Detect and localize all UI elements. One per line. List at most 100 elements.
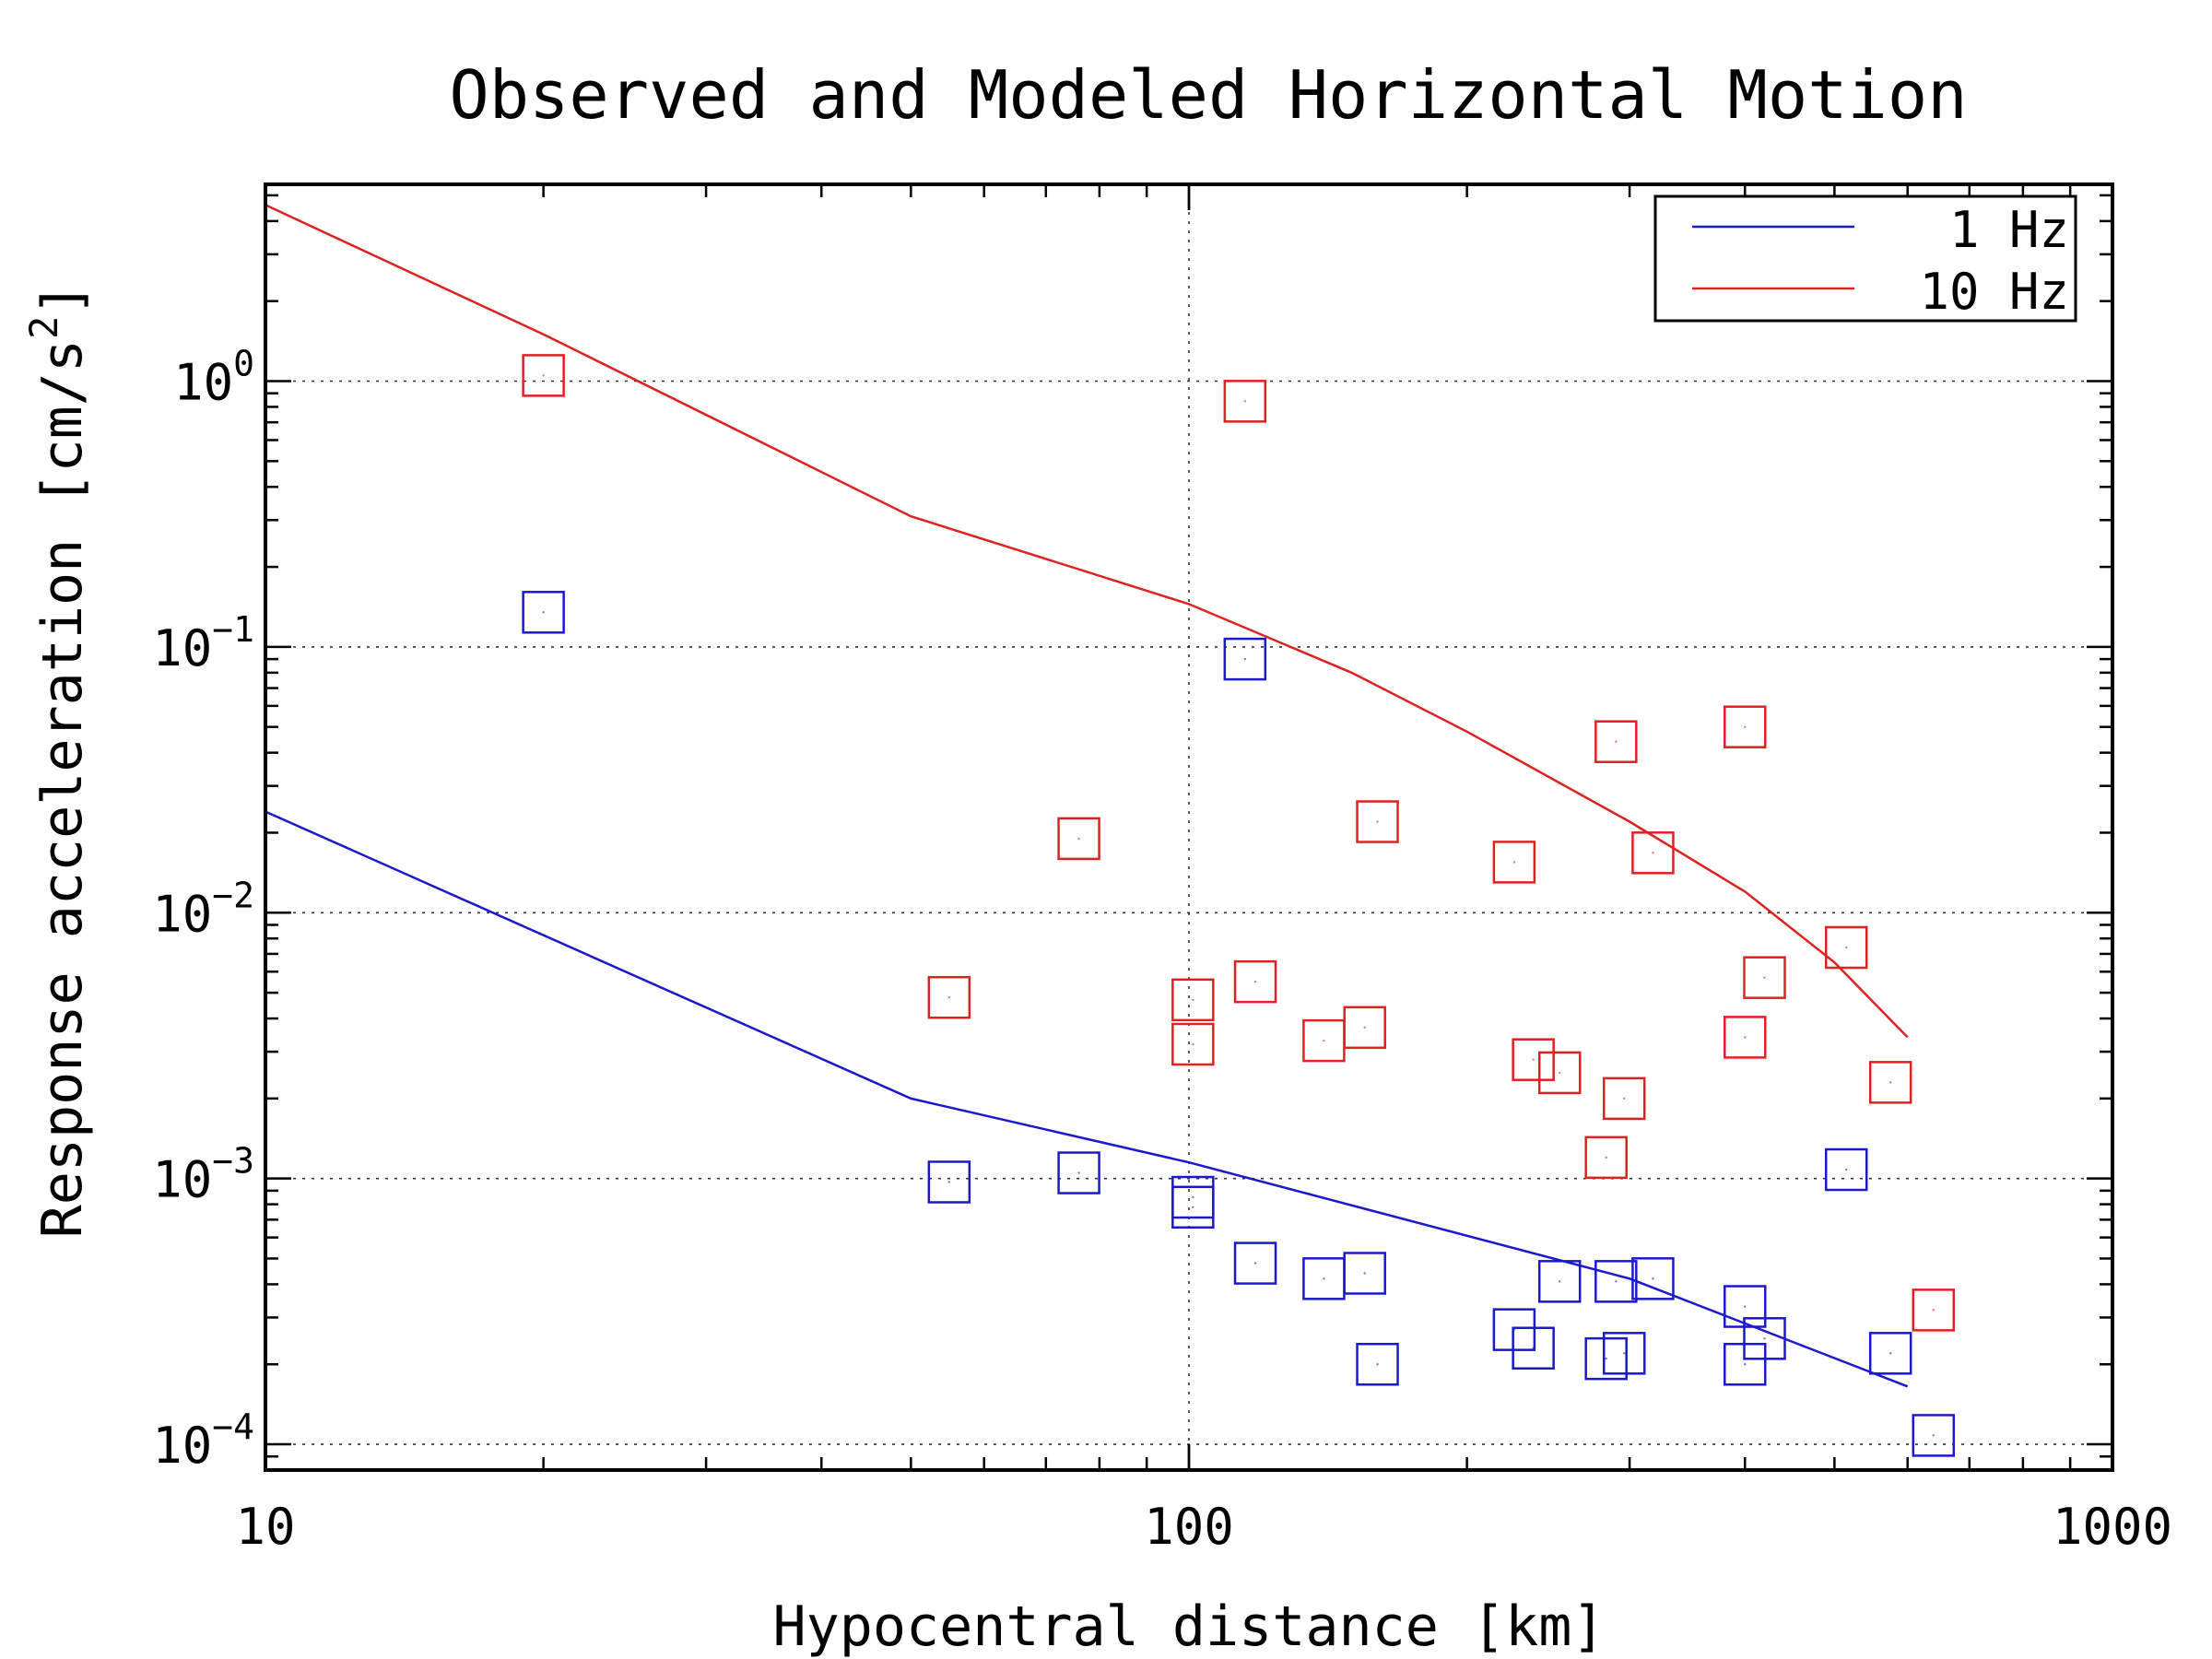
observed-point-10hz <box>1602 1077 1646 1121</box>
y-tick-label: 10−4 <box>152 1406 254 1475</box>
y-tick-base: 10 <box>152 1417 212 1475</box>
observed-point-center-10hz <box>947 996 951 999</box>
observed-point-center-1hz <box>1615 1280 1618 1283</box>
model-line-1hz <box>265 810 1909 1388</box>
observed-point-1hz <box>1868 1332 1912 1375</box>
series-1hz <box>265 591 1956 1457</box>
observed-point-10hz <box>1512 1038 1555 1081</box>
observed-point-1hz <box>1233 1241 1277 1285</box>
observed-point-center-1hz <box>1888 1352 1892 1355</box>
x-tick-label: 1000 <box>2053 1498 2172 1556</box>
observed-point-center-10hz <box>1605 1156 1607 1159</box>
observed-point-1hz <box>1584 1336 1628 1381</box>
observed-point-center-10hz <box>1532 1058 1535 1061</box>
observed-point-10hz <box>1171 1022 1215 1066</box>
observed-point-10hz <box>1057 817 1100 861</box>
y-tick-label: 10−3 <box>152 1141 254 1209</box>
observed-point-1hz <box>1602 1332 1646 1375</box>
observed-point-center-1hz <box>1652 1277 1654 1280</box>
observed-point-center-1hz <box>542 611 545 614</box>
y-tick-exponent: −4 <box>212 1406 254 1447</box>
observed-point-center-10hz <box>1192 998 1194 1002</box>
observed-point-1hz <box>1343 1252 1386 1295</box>
y-tick-label: 10−1 <box>152 609 254 677</box>
y-tick-label: 100 <box>173 344 254 412</box>
observed-point-1hz <box>1631 1257 1675 1300</box>
observed-point-center-1hz <box>947 1181 951 1183</box>
observed-point-center-1hz <box>1363 1272 1366 1275</box>
observed-point-center-10hz <box>1744 1036 1747 1039</box>
observed-point-10hz <box>1343 1006 1386 1050</box>
observed-point-center-1hz <box>1605 1357 1607 1360</box>
y-tick-exponent: −3 <box>212 1141 254 1182</box>
observed-point-1hz <box>1512 1326 1555 1370</box>
observed-point-center-1hz <box>1744 1363 1747 1366</box>
x-axis-label: Hypocentral distance [km] <box>772 1594 1605 1659</box>
observed-point-center-10hz <box>1323 1039 1325 1042</box>
observed-point-1hz <box>1743 1317 1786 1360</box>
observed-point-center-10hz <box>1623 1097 1626 1100</box>
observed-point-center-1hz <box>1559 1280 1561 1283</box>
observed-point-10hz <box>1233 959 1277 1004</box>
x-tick-label: 100 <box>1144 1498 1234 1556</box>
observed-point-1hz <box>1057 1151 1100 1194</box>
y-tick-exponent: −1 <box>212 609 254 650</box>
observed-point-center-1hz <box>1192 1206 1194 1208</box>
observed-point-1hz <box>1824 1147 1868 1192</box>
series-10hz <box>265 204 1956 1332</box>
observed-point-10hz <box>1743 956 1786 999</box>
observed-point-center-10hz <box>1845 946 1848 949</box>
legend: 1 Hz 10 Hz <box>1653 194 2077 323</box>
observed-point-center-1hz <box>1243 657 1247 661</box>
legend-box <box>1653 194 2077 323</box>
observed-point-10hz <box>1584 1135 1628 1180</box>
legend-label-1hz: 1 Hz <box>1949 201 2069 259</box>
observed-point-center-10hz <box>1652 852 1654 854</box>
observed-point-1hz <box>1171 1185 1215 1230</box>
observed-point-10hz <box>1594 720 1638 763</box>
observed-point-1hz <box>927 1160 971 1204</box>
observed-point-10hz <box>1724 705 1767 748</box>
observed-point-10hz <box>1724 1016 1767 1059</box>
observed-point-10hz <box>522 354 565 397</box>
observed-point-10hz <box>1868 1061 1912 1104</box>
observed-point-10hz <box>1171 978 1215 1022</box>
observed-point-center-1hz <box>1744 1305 1747 1308</box>
observed-point-10hz <box>1492 841 1536 884</box>
observed-point-center-1hz <box>1532 1347 1535 1349</box>
observed-point-center-10hz <box>1253 980 1257 983</box>
plot-frame <box>264 182 2114 1472</box>
y-axis-label-superscript: 2 <box>21 316 66 339</box>
observed-point-center-1hz <box>1845 1168 1848 1171</box>
y-tick-label: 10−2 <box>152 875 254 943</box>
observed-point-center-10hz <box>542 374 545 377</box>
observed-point-10hz <box>1223 380 1267 423</box>
observed-point-10hz <box>1912 1288 1956 1332</box>
observed-point-center-10hz <box>1932 1309 1935 1312</box>
observed-point-1hz <box>1594 1260 1638 1303</box>
observed-point-center-10hz <box>1763 976 1766 979</box>
observed-point-center-10hz <box>1512 861 1516 864</box>
observed-point-center-1hz <box>1623 1352 1626 1355</box>
grid-lines <box>265 184 2112 1470</box>
x-tick-label: 10 <box>235 1498 295 1556</box>
observed-point-1hz <box>1912 1414 1956 1457</box>
observed-point-center-1hz <box>1253 1262 1257 1265</box>
observed-point-10hz <box>1631 831 1675 875</box>
observed-point-10hz <box>1824 925 1868 970</box>
observed-point-center-1hz <box>1932 1434 1935 1437</box>
y-tick-exponent: −2 <box>212 875 254 915</box>
observed-point-center-1hz <box>1763 1337 1766 1340</box>
observed-point-10hz <box>1356 800 1399 843</box>
observed-point-center-1hz <box>1323 1277 1325 1280</box>
y-tick-base: 10 <box>173 354 233 412</box>
observed-point-center-10hz <box>1744 725 1747 728</box>
observed-point-center-10hz <box>1192 1042 1194 1046</box>
legend-label-10hz: 10 Hz <box>1919 263 2069 321</box>
observed-point-center-1hz <box>1192 1195 1194 1199</box>
plot-series <box>265 204 1956 1457</box>
observed-point-1hz <box>1223 637 1267 681</box>
y-tick-base: 10 <box>152 885 212 943</box>
observed-point-center-1hz <box>1376 1363 1379 1366</box>
